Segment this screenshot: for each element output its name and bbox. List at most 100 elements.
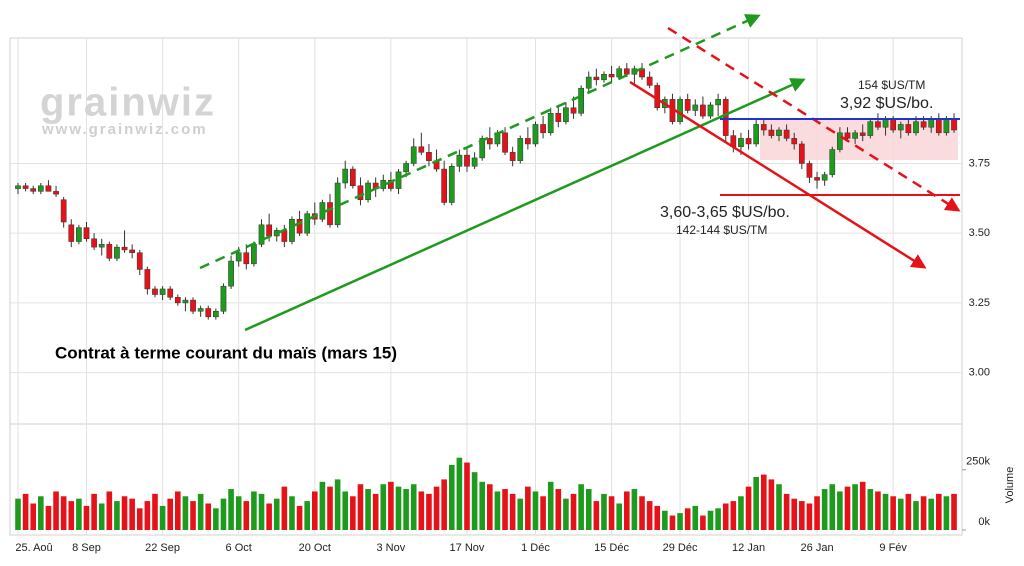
x-tick-label: 26 Jan bbox=[801, 542, 834, 554]
volume-bar bbox=[91, 493, 97, 530]
annotation: 142-144 $US/TM bbox=[676, 223, 767, 237]
volume-bar bbox=[639, 496, 645, 530]
volume-bar bbox=[532, 491, 539, 530]
volume-bar bbox=[616, 503, 622, 530]
volume-bar bbox=[593, 501, 600, 530]
volume-bar bbox=[433, 486, 440, 530]
volume-bar bbox=[776, 484, 782, 530]
volume-bar bbox=[289, 496, 295, 530]
volume-bar bbox=[395, 486, 402, 530]
candle-body bbox=[578, 87, 584, 114]
candle-body bbox=[760, 124, 767, 131]
candle-body bbox=[83, 227, 90, 240]
candle-body bbox=[441, 168, 448, 203]
volume-bar bbox=[296, 505, 303, 530]
volume-bar bbox=[304, 501, 310, 530]
candle-body bbox=[418, 146, 425, 153]
candle-body bbox=[235, 252, 242, 262]
candle-body bbox=[623, 68, 630, 75]
candle-body bbox=[525, 138, 531, 145]
candle-body bbox=[517, 138, 524, 161]
candle-body bbox=[213, 311, 219, 318]
plot-frame bbox=[9, 37, 963, 536]
x-tick-label: 8 Sep bbox=[72, 542, 101, 554]
candle-body bbox=[76, 227, 82, 242]
volume-bar bbox=[441, 479, 447, 530]
volume-bar bbox=[578, 484, 584, 530]
volume-bar bbox=[350, 496, 356, 530]
candle-body bbox=[920, 121, 927, 128]
candle-body bbox=[388, 179, 394, 189]
volume-bar bbox=[867, 489, 874, 530]
candle-body bbox=[365, 182, 371, 200]
candle-body bbox=[395, 171, 402, 189]
volume-bar bbox=[479, 481, 486, 530]
volume-bar bbox=[327, 486, 333, 530]
volume-bar bbox=[768, 479, 775, 530]
volume-bar bbox=[783, 493, 790, 530]
candle-body bbox=[251, 244, 257, 265]
candle-body bbox=[875, 121, 881, 128]
candle-body bbox=[540, 124, 546, 134]
candle-body bbox=[509, 152, 516, 161]
candle-body bbox=[677, 99, 683, 122]
candle-body bbox=[68, 224, 75, 242]
volume-bar bbox=[882, 493, 889, 530]
watermark-url: www.grainwiz.com bbox=[41, 121, 208, 138]
volume-bar bbox=[357, 484, 364, 530]
x-tick-label: 25. Aoû bbox=[15, 542, 52, 554]
volume-bar bbox=[601, 493, 607, 530]
volume-bar bbox=[555, 489, 562, 530]
volume-bar bbox=[890, 496, 896, 530]
volume-bar bbox=[631, 489, 638, 530]
volume-bar bbox=[372, 493, 379, 530]
annotation: 3,60-3,65 $US/bo. bbox=[660, 204, 790, 221]
volume-bar bbox=[45, 505, 52, 530]
volume-bar bbox=[53, 491, 59, 530]
candle-body bbox=[479, 138, 486, 159]
volume-bar bbox=[448, 464, 455, 530]
volume-axis-label: Volume bbox=[1004, 467, 1016, 504]
x-tick-label: 22 Sep bbox=[145, 542, 180, 554]
candle-body bbox=[753, 124, 760, 145]
x-tick-label: 15 Déc bbox=[594, 542, 629, 554]
annotation: 154 $US/TM bbox=[858, 78, 925, 92]
annotation: 3,92 $US/bo. bbox=[840, 95, 933, 112]
volume-bar bbox=[152, 493, 158, 530]
volume-bar bbox=[106, 491, 113, 530]
volume-bar bbox=[15, 498, 21, 530]
volume-bar bbox=[913, 501, 919, 530]
candle-body bbox=[547, 113, 554, 134]
candle-body bbox=[570, 107, 577, 114]
candle-body bbox=[852, 132, 858, 139]
candle-body bbox=[943, 118, 950, 134]
candle-body bbox=[768, 129, 775, 136]
trend-channel-upper bbox=[199, 14, 761, 270]
candle-body bbox=[349, 168, 356, 187]
candle-body bbox=[15, 185, 21, 189]
candle-body bbox=[532, 124, 539, 145]
volume-bar bbox=[159, 505, 166, 530]
volume-bar bbox=[829, 484, 836, 530]
candle-body bbox=[935, 118, 942, 134]
volume-bar bbox=[745, 486, 752, 530]
candle-body bbox=[913, 121, 919, 134]
trend-line-support bbox=[244, 78, 806, 332]
candle-body bbox=[837, 132, 843, 150]
volume-bar bbox=[380, 484, 387, 530]
candle-body bbox=[121, 246, 128, 251]
watermark: grainwiz bbox=[40, 81, 216, 125]
volume-bar bbox=[22, 493, 29, 530]
y-tick-label: 3.00 bbox=[969, 367, 990, 379]
candle-body bbox=[228, 260, 234, 287]
volume-bar bbox=[837, 491, 843, 530]
candle-body bbox=[783, 129, 790, 139]
candle-body bbox=[266, 224, 272, 237]
candle-body bbox=[98, 244, 105, 248]
volume-bar bbox=[365, 489, 371, 530]
candle-body bbox=[791, 138, 798, 145]
candle-body bbox=[136, 252, 143, 270]
candle-body bbox=[129, 249, 136, 253]
volume-bar bbox=[936, 493, 942, 530]
candle-body bbox=[776, 129, 782, 136]
